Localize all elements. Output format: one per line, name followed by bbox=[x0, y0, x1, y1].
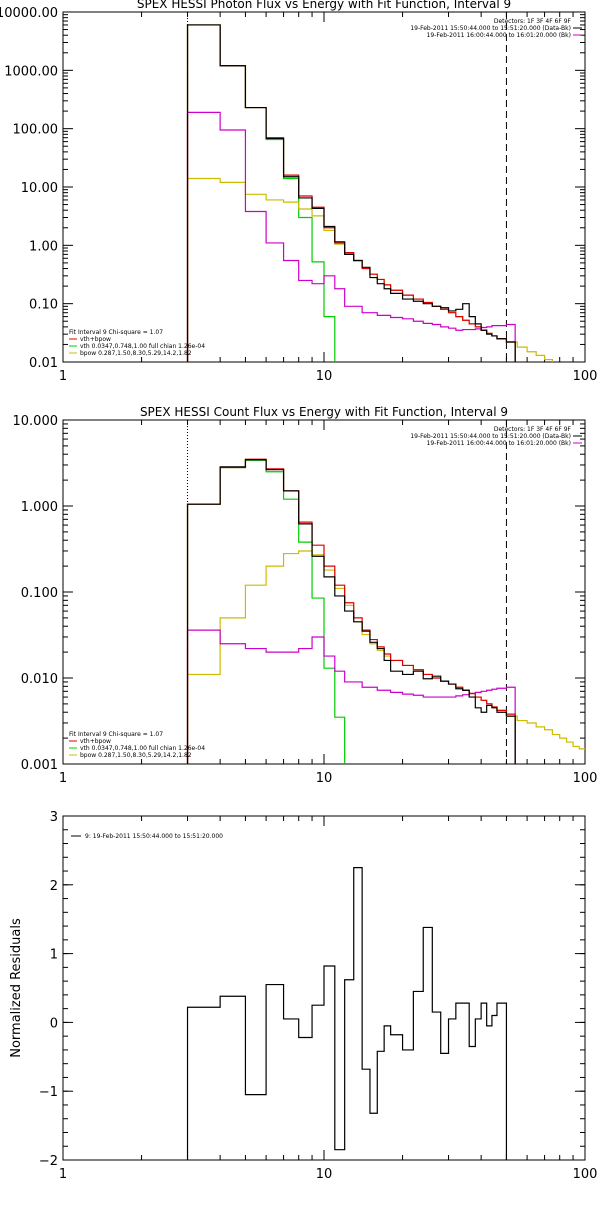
legend-entry: bpow 0.287,1.50,8.30,5.29,14.2,1.82 bbox=[80, 350, 192, 357]
plot-area bbox=[186, 420, 585, 764]
y-tick-label: 1000.00 bbox=[4, 64, 58, 79]
plot-area bbox=[186, 12, 570, 362]
x-tick-label: 100 bbox=[573, 369, 598, 384]
legend-entry: 19-Feb-2011 16:00:44.000 to 16:01:20.000… bbox=[427, 440, 571, 447]
series-line-1 bbox=[186, 24, 354, 362]
y-tick-label: −2 bbox=[39, 1154, 58, 1169]
y-axis-label: Normalized Residuals bbox=[9, 918, 24, 1058]
y-tick-label: 10.000 bbox=[13, 414, 59, 429]
x-tick-label: 1 bbox=[59, 1167, 67, 1182]
panel-3: Normalized Residuals 1 10 100 −2 −1 0 1 2 3 9: 19-… bbox=[9, 810, 597, 1182]
legend-entry: vth 0.0347,0.748,1.00 full chian 1.26e-0… bbox=[80, 745, 205, 752]
y-tick-label: 10000.00 bbox=[0, 6, 58, 21]
series-line-2 bbox=[186, 550, 585, 764]
series-line-3 bbox=[186, 111, 516, 362]
series-line-1 bbox=[186, 867, 508, 1160]
y-tick-label: 100.00 bbox=[13, 123, 59, 138]
y-tick-label: 3 bbox=[50, 810, 58, 825]
legend-entry: Fit Interval 9 Chi-square = 1.07 bbox=[69, 329, 163, 336]
chart-title: SPEX HESSI Photon Flux vs Energy with Fi… bbox=[137, 0, 511, 11]
x-tick-label: 100 bbox=[573, 1167, 598, 1182]
panel-2: SPEX HESSI Count Flux vs Energy with Fit… bbox=[13, 405, 598, 786]
legend-entry: 19-Feb-2011 16:00:44.000 to 16:01:20.000… bbox=[427, 32, 571, 39]
y-tick-label: 0.01 bbox=[29, 356, 58, 371]
series-line-5 bbox=[186, 459, 516, 764]
series-line-2 bbox=[186, 177, 570, 362]
series-line-1 bbox=[186, 459, 354, 764]
x-tick-label: 10 bbox=[316, 369, 333, 384]
y-tick-label: 1 bbox=[50, 948, 58, 963]
y-tick-label: 1.00 bbox=[29, 239, 58, 254]
x-tick-label: 10 bbox=[316, 1167, 333, 1182]
y-tick-label: −1 bbox=[39, 1085, 58, 1100]
plot-area bbox=[186, 867, 508, 1160]
y-tick-label: 0.10 bbox=[29, 298, 58, 313]
panel-1: SPEX HESSI Photon Flux vs Energy with Fi… bbox=[0, 0, 597, 384]
legend-entry: vth 0.0347,0.748,1.00 full chian 1.26e-0… bbox=[80, 343, 205, 350]
legend-entry: 19-Feb-2011 15:50:44.000 to 15:51:20.000… bbox=[410, 433, 571, 440]
legend-entry: bpow 0.287,1.50,8.30,5.29,14.2,1.82 bbox=[80, 752, 192, 759]
x-tick-label: 100 bbox=[573, 771, 598, 786]
series-line-4 bbox=[186, 24, 516, 362]
legend-entry: Detectors: 1F 3F 4F 6F 9F bbox=[494, 426, 572, 433]
y-tick-label: 1.000 bbox=[21, 500, 58, 515]
legend-entry: Detectors: 1F 3F 4F 6F 9F bbox=[494, 18, 572, 25]
y-tick-label: 2 bbox=[50, 879, 58, 894]
series-line-3 bbox=[186, 629, 516, 764]
y-tick-label: 10.00 bbox=[21, 181, 58, 196]
legend-entry: vth+bpow bbox=[80, 336, 111, 343]
y-tick-label: 0.010 bbox=[21, 672, 58, 687]
x-tick-label: 1 bbox=[59, 369, 67, 384]
y-tick-label: 0.100 bbox=[21, 586, 58, 601]
legend-entry: 9: 19-Feb-2011 15:50:44.000 to 15:51:20.… bbox=[85, 833, 223, 840]
y-tick-label: 0 bbox=[50, 1016, 58, 1031]
legend-entry: vth+bpow bbox=[80, 738, 111, 745]
series-line-5 bbox=[186, 24, 516, 362]
chart-title: SPEX HESSI Count Flux vs Energy with Fit… bbox=[140, 405, 508, 419]
y-tick-label: 0.001 bbox=[21, 758, 58, 773]
legend-entry: Fit Interval 9 Chi-square = 1.07 bbox=[69, 731, 163, 738]
x-tick-label: 10 bbox=[316, 771, 333, 786]
legend-entry: 19-Feb-2011 15:50:44.000 to 15:51:20.000… bbox=[410, 25, 571, 32]
x-tick-label: 1 bbox=[59, 771, 67, 786]
